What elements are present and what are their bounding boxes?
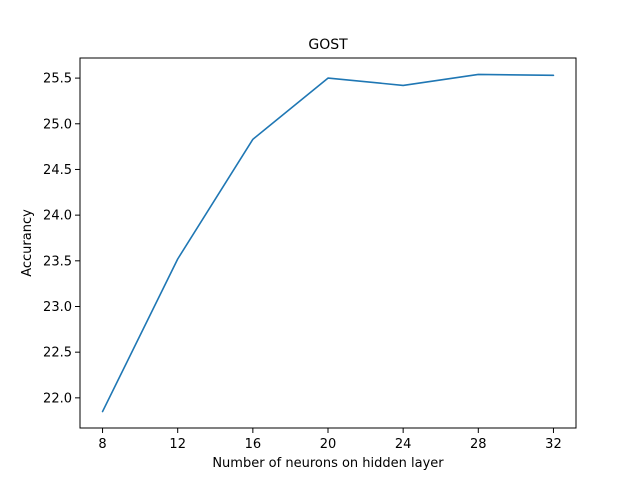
x-tick-label: 20 bbox=[320, 437, 337, 452]
y-tick-label: 23.5 bbox=[43, 254, 72, 269]
y-tick-label: 22.0 bbox=[43, 391, 72, 406]
y-tick-label: 23.0 bbox=[43, 300, 72, 315]
y-axis: 22.0 22.5 23.0 23.5 24.0 24.5 25.0 25.5 bbox=[43, 72, 80, 406]
y-tick-label: 24.0 bbox=[43, 209, 72, 224]
x-tick-label: 32 bbox=[545, 437, 562, 452]
plot-frame bbox=[79, 57, 577, 429]
y-axis-label: Accurancy bbox=[20, 209, 35, 277]
x-tick-label: 28 bbox=[470, 437, 487, 452]
x-axis: 8 12 16 20 24 28 32 bbox=[98, 428, 562, 452]
y-tick-label: 22.5 bbox=[43, 346, 72, 361]
y-tick-label: 25.5 bbox=[43, 72, 72, 87]
x-tick-label: 16 bbox=[245, 437, 262, 452]
x-tick-label: 8 bbox=[98, 437, 106, 452]
series-line bbox=[101, 73, 555, 413]
series-layer bbox=[101, 73, 555, 413]
chart-title: GOST bbox=[308, 37, 348, 53]
x-tick-label: 12 bbox=[169, 437, 186, 452]
x-axis-label: Number of neurons on hidden layer bbox=[212, 456, 444, 471]
plot-area: 22.0 22.5 23.0 23.5 24.0 24.5 25.0 25.5 8 12 16 20… bbox=[43, 57, 577, 452]
y-tick-label: 25.0 bbox=[43, 117, 72, 132]
x-tick-label: 24 bbox=[395, 437, 412, 452]
y-tick-label: 24.5 bbox=[43, 163, 72, 178]
